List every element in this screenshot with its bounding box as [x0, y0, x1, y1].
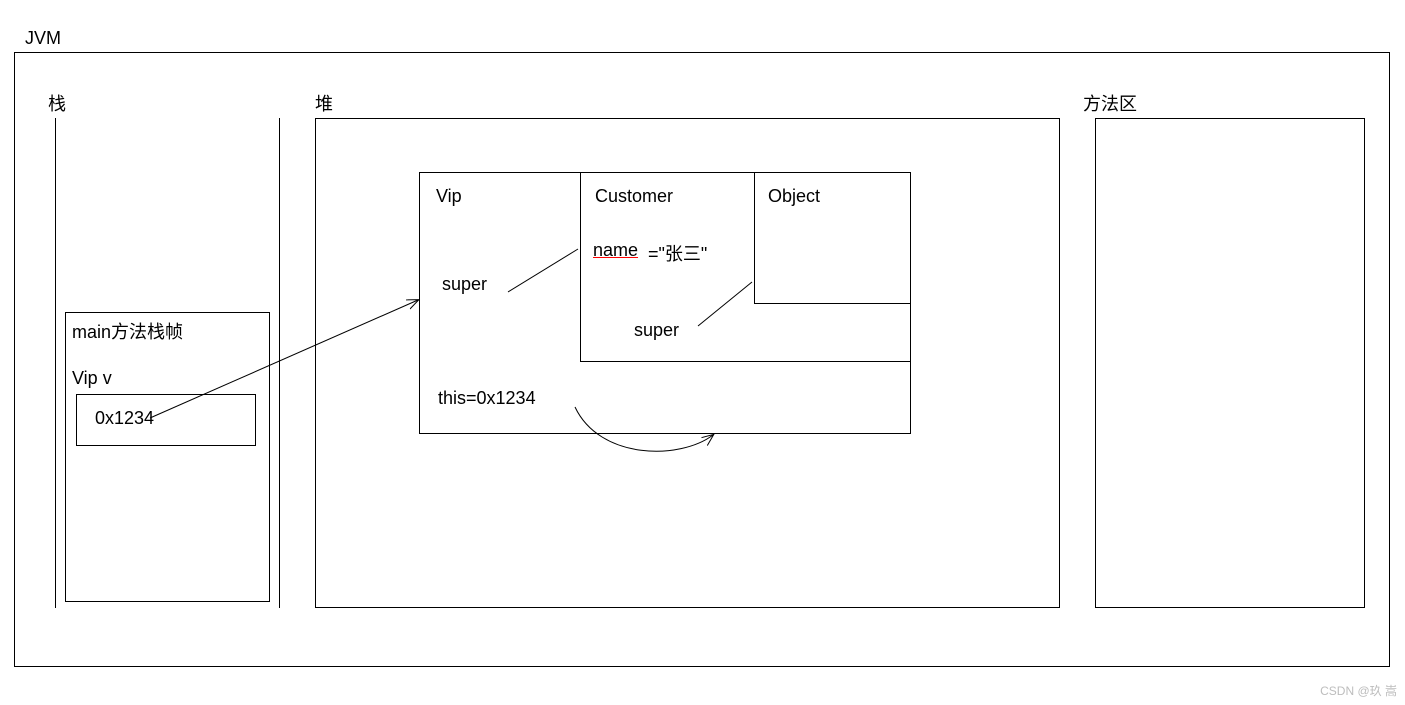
customer-super-label: super — [634, 320, 679, 341]
stack-frame-box — [65, 312, 270, 602]
stack-addr-text: 0x1234 — [95, 408, 154, 429]
watermark: CSDN @玖 嵩 — [1320, 682, 1397, 699]
customer-name-key: name — [593, 240, 638, 261]
name-underlined: name — [593, 240, 638, 260]
customer-label: Customer — [595, 186, 673, 207]
method-area-label: 方法区 — [1083, 90, 1137, 116]
diagram-canvas: JVM 栈 main方法栈帧 Vip v 0x1234 堆 Vip super … — [0, 0, 1405, 705]
customer-name-val: ="张三" — [648, 240, 707, 266]
heap-label: 堆 — [315, 90, 333, 116]
vip-super-label: super — [442, 274, 487, 295]
method-area-box — [1095, 118, 1365, 608]
stack-label: 栈 — [48, 90, 66, 116]
vip-this-label: this=0x1234 — [438, 388, 536, 409]
stack-var-label: Vip v — [72, 368, 112, 389]
object-label: Object — [768, 186, 820, 207]
vip-label: Vip — [436, 186, 462, 207]
stack-frame-label: main方法栈帧 — [72, 318, 183, 344]
jvm-label: JVM — [25, 28, 61, 49]
